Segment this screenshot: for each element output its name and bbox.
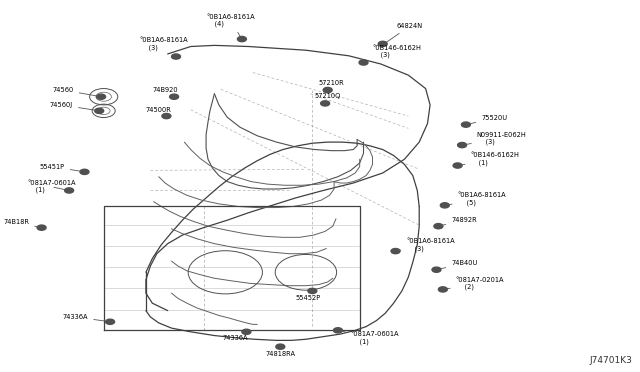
Text: 74B18R: 74B18R: [3, 219, 39, 227]
Circle shape: [97, 94, 106, 99]
Circle shape: [80, 169, 89, 174]
Text: 64824N: 64824N: [387, 23, 423, 42]
Circle shape: [378, 41, 387, 46]
Circle shape: [172, 54, 180, 59]
Text: °0B146-6162H
    (1): °0B146-6162H (1): [460, 153, 519, 166]
Text: 74500R: 74500R: [146, 107, 172, 117]
Text: °0B1A6-8161A
    (3): °0B1A6-8161A (3): [398, 238, 455, 251]
Text: 74560: 74560: [52, 87, 99, 96]
Text: 74B920: 74B920: [152, 87, 178, 97]
Circle shape: [438, 287, 447, 292]
Circle shape: [333, 328, 342, 333]
Circle shape: [162, 113, 171, 119]
Circle shape: [434, 224, 443, 229]
Text: J74701K3: J74701K3: [589, 356, 632, 365]
Text: 74336A: 74336A: [223, 332, 248, 341]
Circle shape: [453, 163, 462, 168]
Text: 74336A: 74336A: [63, 314, 108, 321]
Circle shape: [323, 87, 332, 93]
Text: °0B1A6-8161A
    (4): °0B1A6-8161A (4): [206, 14, 255, 37]
Text: 75520U: 75520U: [468, 115, 508, 124]
Circle shape: [321, 101, 330, 106]
Text: °081A7-0601A
    (1): °081A7-0601A (1): [27, 180, 76, 193]
Text: 57210Q: 57210Q: [315, 93, 341, 103]
Text: N09911-E062H
    (3): N09911-E062H (3): [465, 132, 527, 145]
Text: 74818RA: 74818RA: [266, 347, 296, 357]
Text: °081A7-0201A
    (2): °081A7-0201A (2): [445, 277, 504, 290]
Circle shape: [432, 267, 441, 272]
Text: 57210R: 57210R: [319, 80, 344, 90]
Circle shape: [237, 36, 246, 42]
Text: °0B1A6-8161A
    (3): °0B1A6-8161A (3): [140, 37, 188, 57]
Circle shape: [359, 60, 368, 65]
Text: °081A7-0601A
    (1): °081A7-0601A (1): [340, 331, 399, 344]
Circle shape: [308, 288, 317, 294]
Text: °0B146-6162H
    (3): °0B146-6162H (3): [366, 45, 421, 62]
Circle shape: [170, 94, 179, 99]
Circle shape: [37, 225, 46, 230]
Circle shape: [276, 344, 285, 349]
Text: 55452P: 55452P: [296, 291, 321, 301]
Text: 74892R: 74892R: [441, 217, 477, 225]
Text: 74B40U: 74B40U: [439, 260, 477, 269]
Circle shape: [461, 122, 470, 127]
Text: 74560J: 74560J: [50, 102, 97, 110]
Circle shape: [391, 248, 400, 254]
Text: °0B1A6-8161A
    (5): °0B1A6-8161A (5): [447, 192, 506, 206]
Circle shape: [95, 108, 104, 113]
Circle shape: [242, 329, 251, 334]
Circle shape: [65, 188, 74, 193]
Text: 55451P: 55451P: [40, 164, 82, 171]
Circle shape: [440, 203, 449, 208]
Circle shape: [106, 319, 115, 324]
Circle shape: [458, 142, 467, 148]
